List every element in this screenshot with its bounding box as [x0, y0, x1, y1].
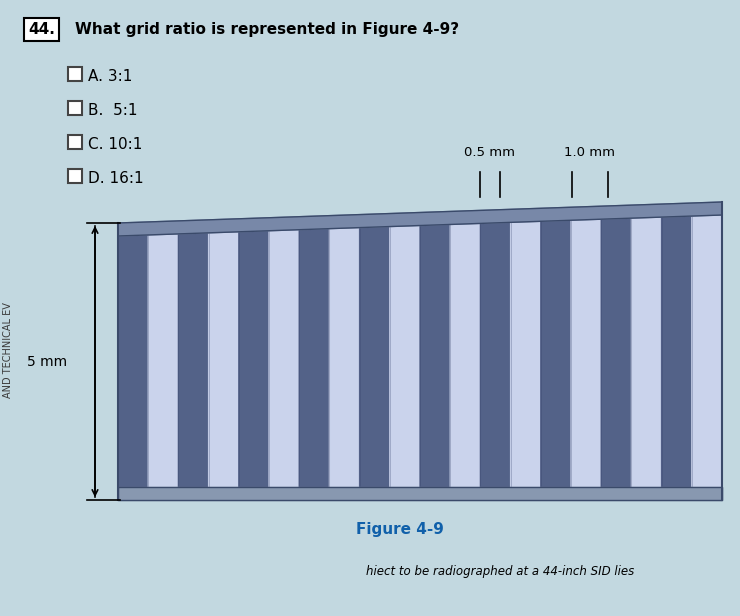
- Polygon shape: [118, 215, 722, 487]
- Polygon shape: [450, 224, 480, 487]
- Text: 0.5 mm: 0.5 mm: [465, 146, 516, 159]
- Text: 5 mm: 5 mm: [27, 354, 67, 368]
- Polygon shape: [148, 234, 178, 487]
- Polygon shape: [118, 487, 722, 500]
- Polygon shape: [329, 227, 360, 487]
- Polygon shape: [269, 230, 299, 487]
- Polygon shape: [631, 217, 662, 487]
- Polygon shape: [239, 231, 269, 487]
- Bar: [68, 101, 82, 115]
- Polygon shape: [390, 225, 420, 487]
- Polygon shape: [541, 221, 571, 487]
- Polygon shape: [360, 227, 390, 487]
- Polygon shape: [299, 229, 329, 487]
- Bar: [68, 67, 82, 81]
- Text: 44.: 44.: [28, 22, 55, 37]
- Polygon shape: [209, 232, 239, 487]
- Polygon shape: [118, 235, 148, 487]
- Text: hiect to be radiographed at a 44-inch SID lies: hiect to be radiographed at a 44-inch SI…: [366, 565, 634, 578]
- Text: C. 10:1: C. 10:1: [88, 137, 142, 152]
- Polygon shape: [178, 233, 209, 487]
- Text: A. 3:1: A. 3:1: [88, 69, 132, 84]
- Polygon shape: [692, 215, 722, 487]
- Text: What grid ratio is represented in Figure 4-9?: What grid ratio is represented in Figure…: [75, 22, 459, 37]
- Text: 1.0 mm: 1.0 mm: [565, 146, 616, 159]
- Polygon shape: [118, 202, 722, 236]
- Polygon shape: [420, 224, 450, 487]
- Text: Figure 4-9: Figure 4-9: [356, 522, 444, 537]
- Bar: [68, 169, 82, 183]
- Text: D. 16:1: D. 16:1: [88, 171, 144, 186]
- Text: B.  5:1: B. 5:1: [88, 103, 138, 118]
- Polygon shape: [601, 218, 631, 487]
- Polygon shape: [480, 222, 511, 487]
- Text: AND TECHNICAL EV: AND TECHNICAL EV: [3, 302, 13, 398]
- Polygon shape: [571, 219, 601, 487]
- Bar: [68, 135, 82, 149]
- Polygon shape: [662, 216, 692, 487]
- Polygon shape: [511, 221, 541, 487]
